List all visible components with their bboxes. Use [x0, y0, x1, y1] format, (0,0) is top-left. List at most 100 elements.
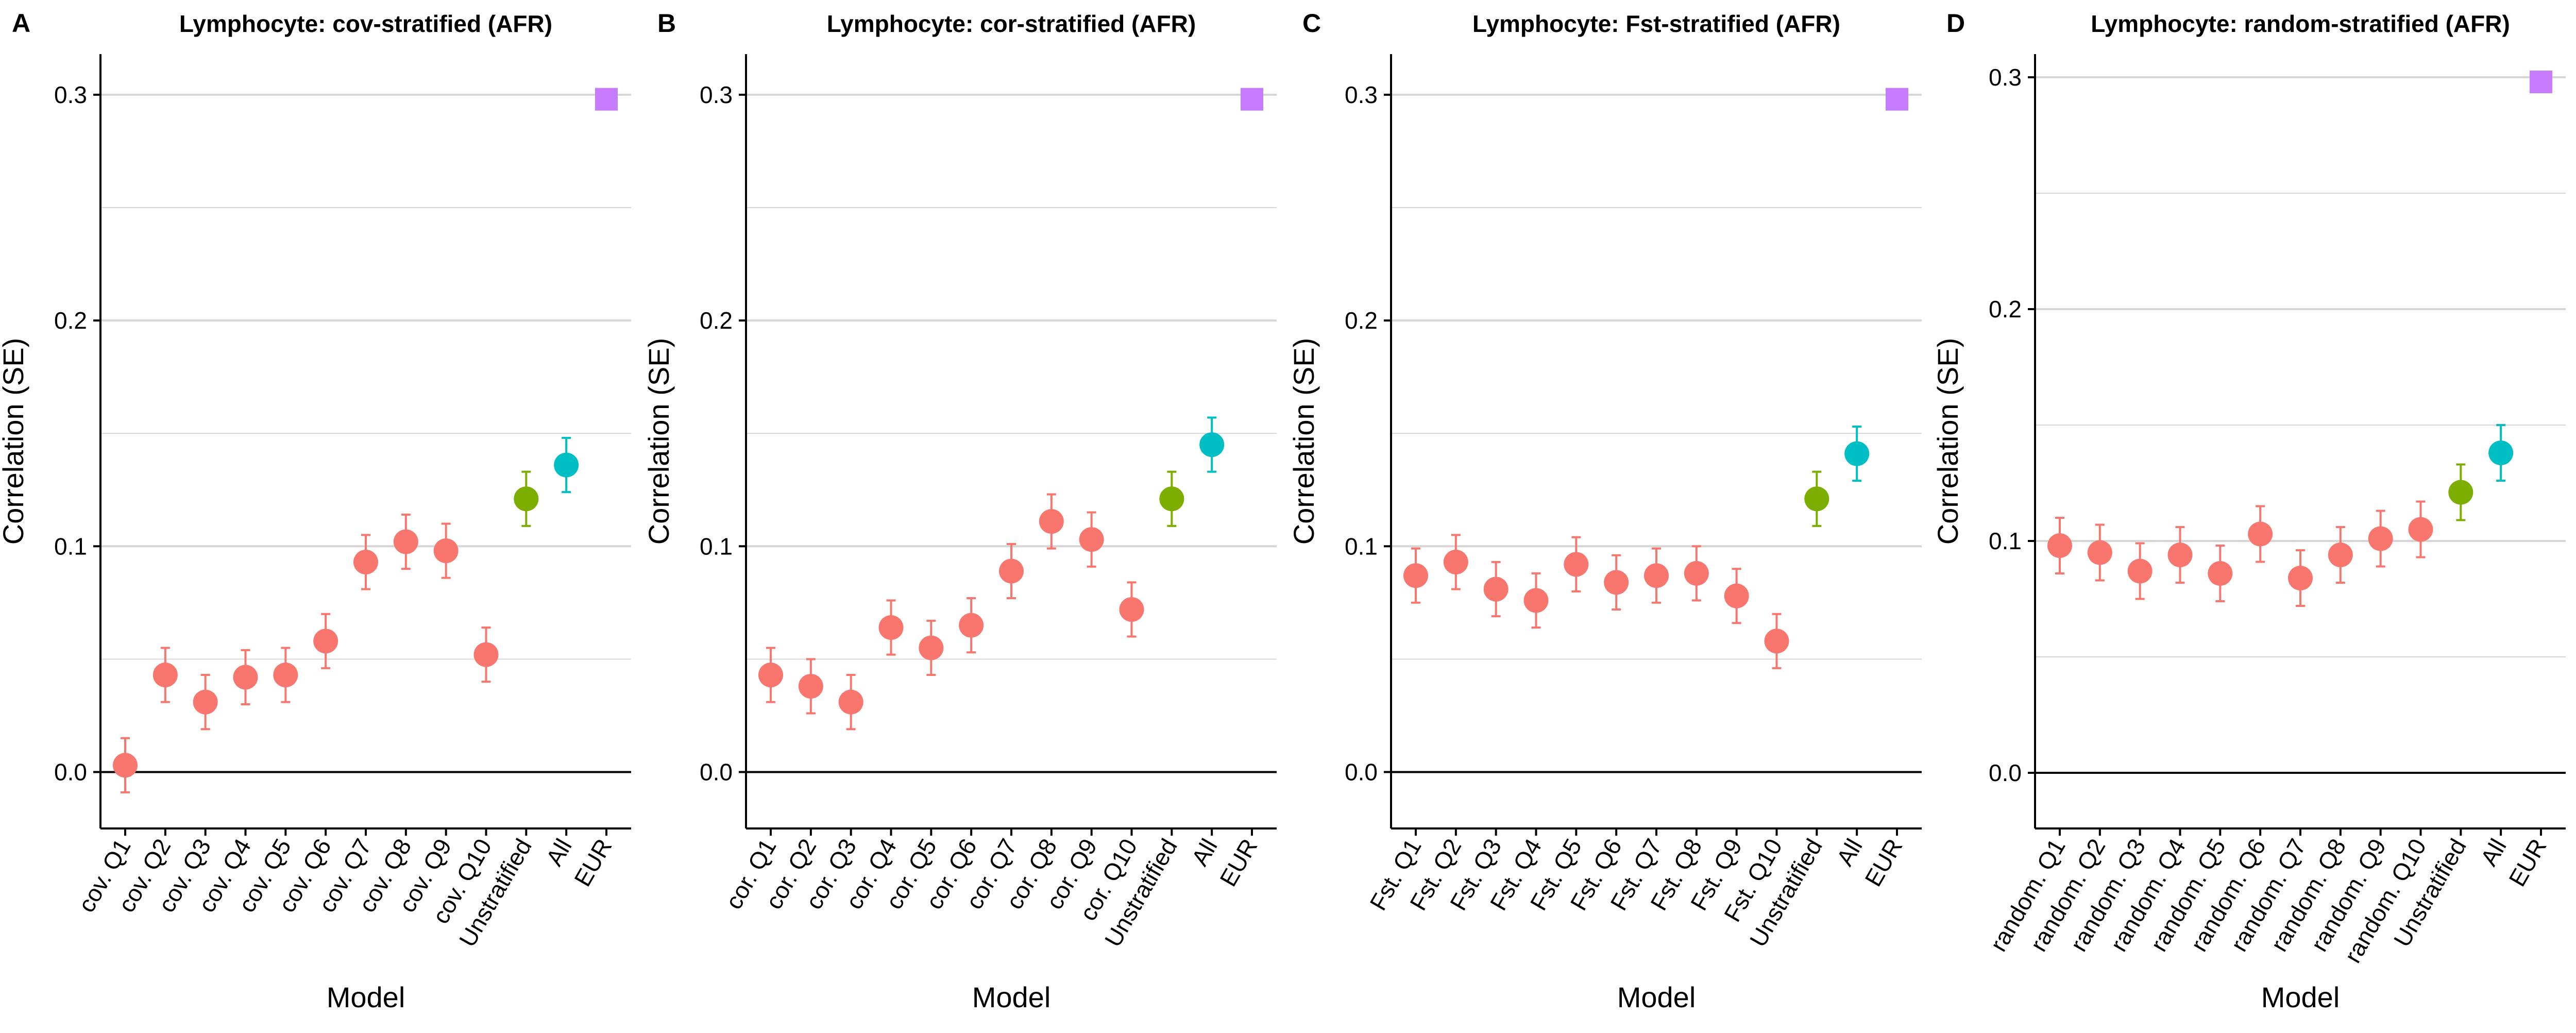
data-point — [919, 635, 944, 661]
y-tick-label: 0.1 — [700, 533, 733, 560]
panel-b: B Lymphocyte: cor-stratified (AFR) 0.0 0.1 0… — [642, 9, 1277, 1013]
data-point — [758, 663, 783, 688]
data-point — [1159, 486, 1184, 512]
data-points — [2047, 71, 2552, 607]
panel-letter: A — [12, 9, 30, 38]
x-axis-title: Model — [1617, 981, 1696, 1013]
panel-title: Lymphocyte: Fst-stratified (AFR) — [1472, 10, 1840, 37]
y-tick-label: 0.0 — [700, 758, 733, 785]
data-point — [1403, 563, 1428, 588]
y-axis-title: Correlation (SE) — [1287, 338, 1320, 545]
y-tick-label: 0.3 — [1989, 64, 2022, 91]
data-point — [2328, 543, 2353, 567]
panel-title: Lymphocyte: cov-stratified (AFR) — [179, 10, 552, 37]
y-tick-label: 0.1 — [1989, 528, 2022, 554]
y-tick-label: 0.1 — [1345, 533, 1378, 560]
data-point — [2488, 441, 2514, 465]
x-tick-label: EUR — [1859, 834, 1908, 891]
x-axis-title: Model — [327, 981, 405, 1013]
data-point — [393, 529, 418, 554]
data-point — [514, 486, 539, 512]
data-point — [353, 549, 378, 574]
panel-letter: B — [657, 9, 676, 38]
y-tick-label: 0.2 — [1989, 296, 2022, 323]
x-tick-label: All — [2475, 834, 2512, 870]
x-tick-label: All — [1186, 834, 1223, 870]
data-point — [554, 452, 579, 478]
data-point — [2288, 566, 2313, 590]
y-tick-label: 0.3 — [700, 81, 733, 108]
data-point — [2047, 533, 2072, 558]
y-tick-label: 0.0 — [1345, 758, 1378, 785]
x-axis-title: Model — [972, 981, 1051, 1013]
data-point — [1724, 583, 1749, 608]
x-axis-title: Model — [2261, 981, 2340, 1013]
y-tick-label: 0.2 — [700, 307, 733, 334]
panel-letter: D — [1946, 9, 1965, 38]
data-point — [233, 665, 258, 690]
x-tick-label: All — [1831, 834, 1868, 870]
gridlines — [2035, 76, 2566, 657]
data-point — [1199, 432, 1225, 458]
data-point — [1564, 552, 1589, 577]
data-point — [1684, 561, 1709, 586]
x-tick-label: EUR — [569, 834, 617, 891]
data-points — [113, 88, 618, 793]
data-point — [1844, 441, 1870, 466]
data-point — [1523, 588, 1549, 613]
data-point — [1644, 563, 1669, 588]
data-point — [2368, 526, 2393, 551]
y-tick-label: 0.0 — [1989, 759, 2022, 786]
data-point — [473, 642, 499, 667]
data-point-square — [595, 88, 618, 111]
data-point — [999, 558, 1024, 584]
data-point — [2167, 543, 2193, 567]
y-tick-label: 0.3 — [54, 81, 87, 108]
data-point — [2208, 561, 2233, 586]
y-axis-title: Correlation (SE) — [1931, 338, 1964, 545]
y-axis-title: Correlation (SE) — [0, 338, 29, 545]
data-point — [1119, 597, 1144, 622]
data-points — [1403, 88, 1908, 669]
data-point — [2248, 521, 2273, 547]
data-point — [1039, 509, 1064, 534]
data-point-square — [1241, 88, 1263, 111]
x-tick-label: EUR — [1214, 834, 1263, 891]
data-point — [1443, 549, 1468, 574]
panel-title: Lymphocyte: random-stratified (AFR) — [2091, 10, 2510, 37]
data-point — [193, 689, 218, 715]
data-point — [113, 753, 138, 778]
data-point — [1764, 629, 1789, 654]
data-point — [1079, 527, 1104, 552]
data-point — [838, 689, 863, 715]
data-point — [1483, 577, 1509, 602]
data-points — [758, 88, 1263, 731]
data-point — [152, 663, 178, 688]
y-tick-label: 0.2 — [1345, 307, 1378, 334]
panel-a: A Lymphocyte: cov-stratified (AFR) 0.0 0.1 0… — [0, 9, 631, 1013]
data-point — [1804, 486, 1829, 512]
data-point — [959, 613, 984, 638]
data-point — [273, 663, 298, 688]
x-tick-label: EUR — [2503, 834, 2552, 891]
panel-c: C Lymphocyte: Fst-stratified (AFR) 0.0 0.1 0… — [1287, 9, 1922, 1013]
data-point — [878, 615, 904, 640]
gridlines — [1391, 93, 1922, 660]
data-point — [798, 673, 823, 699]
data-point — [313, 629, 338, 654]
panel-d: D Lymphocyte: random-stratified (AFR) 0.0 0… — [1931, 9, 2566, 1013]
y-axis-title: Correlation (SE) — [642, 338, 675, 545]
data-point — [2127, 558, 2153, 584]
y-tick-label: 0.0 — [54, 758, 87, 785]
data-point — [433, 538, 459, 564]
y-tick-label: 0.2 — [54, 307, 87, 334]
panel-title: Lymphocyte: cor-stratified (AFR) — [827, 10, 1196, 37]
data-point — [2087, 540, 2112, 565]
data-point — [2408, 517, 2433, 542]
data-point-square — [1886, 88, 1908, 111]
x-tick-label: All — [540, 834, 577, 870]
gridlines — [100, 93, 631, 660]
panel-letter: C — [1302, 9, 1321, 38]
